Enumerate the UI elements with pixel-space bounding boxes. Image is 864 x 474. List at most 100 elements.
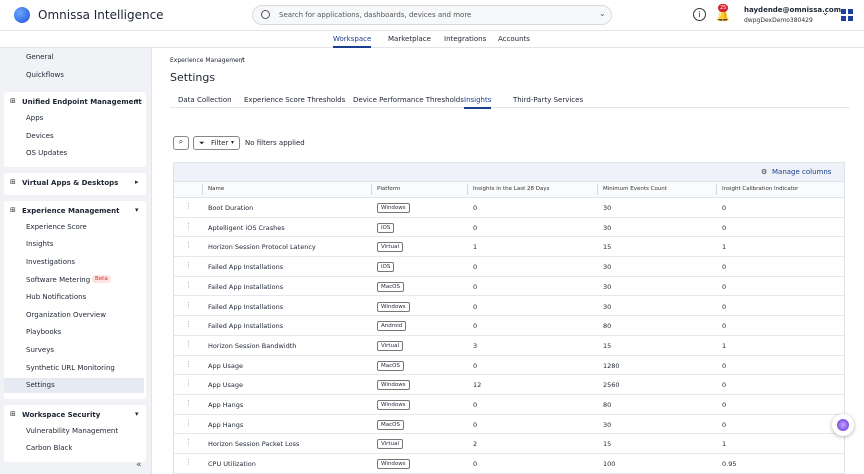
collapse-sidebar[interactable]: « [136, 460, 142, 470]
filter-button[interactable]: ⏷ Filter ▾ [193, 136, 240, 150]
tab[interactable]: Insights [464, 96, 492, 109]
group-title[interactable]: Unified Endpoint Management [22, 98, 142, 106]
drag-handle[interactable]: ⋮ [185, 359, 192, 368]
sidebar-item[interactable]: Organization Overview [26, 310, 106, 319]
sidebar-item[interactable]: Vulnerability Management [26, 426, 119, 435]
tab[interactable]: Device Performance Thresholds [353, 96, 464, 104]
sidebar-item[interactable]: OS Updates [26, 149, 68, 158]
row-value: 0 [722, 322, 727, 331]
sidebar-item[interactable]: Playbooks [26, 328, 62, 337]
drag-handle[interactable]: ⋮ [185, 458, 192, 467]
app-grid[interactable] [841, 9, 853, 21]
sidebar-item[interactable]: Surveys [26, 345, 54, 354]
group-toggle[interactable]: ▸ [135, 177, 139, 186]
assistant-button[interactable] [832, 414, 854, 436]
row-value: 0 [722, 263, 727, 272]
column-header[interactable]: Insight Calibration Indicator [722, 186, 799, 192]
row-name[interactable]: Boot Duration [208, 204, 254, 212]
tab[interactable]: Data Collection [178, 96, 232, 104]
column-header[interactable]: Name [208, 186, 225, 192]
user-org: dwpgDexDemo380429 [744, 17, 813, 24]
group-toggle[interactable]: ▾ [135, 409, 139, 418]
assistant-icon [837, 419, 849, 431]
platform-badge: Windows [377, 203, 410, 213]
sidebar-item[interactable]: Software Metering [26, 275, 91, 284]
drag-handle[interactable]: ⋮ [185, 202, 192, 210]
group-toggle[interactable]: ▾ [135, 205, 139, 214]
row-name[interactable]: Failed App Installations [208, 302, 284, 311]
drag-handle[interactable]: ⋮ [185, 300, 192, 309]
brand[interactable]: Omnissa Intelligence [38, 8, 164, 22]
logo[interactable] [14, 7, 30, 23]
group-toggle[interactable]: ▾ [135, 97, 139, 105]
column-header[interactable]: Insights in the Last 28 Days [473, 186, 550, 192]
search-button[interactable]: ⌕ [173, 136, 189, 150]
sidebar-item[interactable]: Apps [26, 114, 44, 122]
user-email[interactable]: haydende@omnissa.com [744, 6, 842, 14]
row-name[interactable]: Horizon Session Packet Loss [208, 440, 300, 449]
row-name[interactable]: CPU Utilization [208, 460, 256, 469]
row-name[interactable]: App Hangs [208, 401, 244, 409]
gear-icon[interactable]: ⚙ [761, 168, 768, 176]
drag-handle[interactable]: ⋮ [185, 241, 192, 250]
row-name[interactable]: Aptelligent iOS Crashes [208, 223, 285, 232]
row-value: 1 [722, 440, 727, 449]
row-name[interactable]: Failed App Installations [208, 322, 284, 331]
sidebar-group: ⊞ Workspace Security ▾ Vulnerability Manage… [4, 404, 146, 462]
row-value: 0 [722, 420, 727, 429]
platform-badge: MacOS [377, 281, 404, 292]
sidebar-item[interactable]: Experience Score [26, 222, 87, 231]
info-icon[interactable]: i [693, 8, 706, 21]
platform-badge: Windows [377, 380, 410, 391]
row-name[interactable]: Horizon Session Bandwidth [208, 341, 297, 350]
sidebar-item[interactable]: Carbon Black [26, 444, 73, 453]
nav-item[interactable]: Workspace [333, 35, 372, 48]
nav-item[interactable]: Accounts [498, 35, 530, 43]
row-name[interactable]: Failed App Installations [208, 263, 284, 272]
drag-handle[interactable]: ⋮ [185, 379, 192, 388]
user-chevron[interactable]: ⌄ [822, 8, 829, 17]
tab[interactable]: Experience Score Thresholds [244, 96, 346, 104]
filter-icon: ⏷ [199, 139, 205, 147]
drag-handle[interactable]: ⋮ [185, 280, 192, 289]
group-title[interactable]: Virtual Apps & Desktops [22, 178, 119, 187]
drag-handle[interactable]: ⋮ [185, 339, 192, 348]
breadcrumb[interactable]: Experience Management [170, 57, 245, 64]
search-placeholder: Search for applications, dashboards, dev… [279, 11, 472, 19]
sidebar-item[interactable]: Hub Notifications [26, 293, 87, 302]
column-divider [371, 184, 372, 195]
column-header[interactable]: Platform [377, 186, 401, 192]
drag-handle[interactable]: ⋮ [185, 320, 192, 329]
row-value: 30 [603, 420, 612, 429]
row-name[interactable]: App Hangs [208, 420, 244, 429]
group-title[interactable]: Workspace Security [22, 410, 101, 419]
sidebar-item[interactable]: Devices [26, 131, 54, 140]
row-name[interactable]: App Usage [208, 361, 244, 370]
nav-item[interactable]: Integrations [444, 35, 487, 43]
nav-item[interactable]: Marketplace [388, 35, 431, 43]
manage-columns[interactable]: Manage columns [772, 168, 832, 176]
sidebar-item[interactable]: Quickflows [26, 71, 64, 79]
row-name[interactable]: App Usage [208, 381, 244, 390]
drag-handle[interactable]: ⋮ [185, 438, 192, 447]
tab[interactable]: Third-Party Services [513, 96, 584, 104]
sidebar-item[interactable]: General [26, 53, 54, 61]
platform-badge: Android [377, 321, 407, 332]
sidebar-item[interactable]: Settings [26, 381, 55, 390]
drag-handle[interactable]: ⋮ [185, 418, 192, 427]
search-box[interactable]: Search for applications, dashboards, dev… [252, 5, 612, 25]
row-value: 0 [473, 401, 478, 409]
row-value: 30 [603, 223, 612, 232]
sidebar-item[interactable]: Insights [26, 240, 54, 249]
row-name[interactable]: Horizon Session Protocol Latency [208, 243, 316, 252]
bell-icon[interactable]: 🔔 [716, 9, 730, 22]
drag-handle[interactable]: ⋮ [185, 221, 192, 230]
table-row: ⋮ App Hangs Windows 0 80 0 [174, 395, 844, 415]
sidebar-item[interactable]: Synthetic URL Monitoring [26, 363, 115, 372]
drag-handle[interactable]: ⋮ [185, 261, 192, 270]
group-title[interactable]: Experience Management [22, 206, 120, 215]
drag-handle[interactable]: ⋮ [185, 399, 192, 407]
row-name[interactable]: Failed App Installations [208, 282, 284, 291]
sidebar-item[interactable]: Investigations [26, 257, 76, 266]
column-header[interactable]: Minimum Events Count [603, 186, 667, 192]
